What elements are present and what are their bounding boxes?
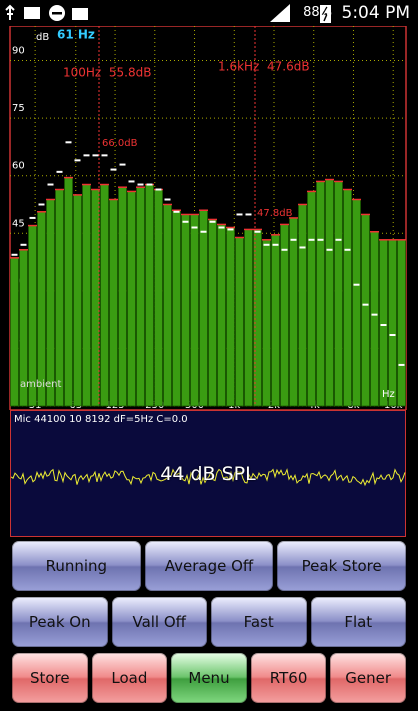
bar [298,204,307,407]
x-unit: Hz [382,389,395,400]
peaks [11,141,405,366]
bar [352,199,361,407]
button-row: Peak On Vall Off Fast Flat [12,597,406,647]
bar [271,234,280,407]
bar [370,231,379,407]
button-row: Running Average Off Peak Store [12,541,407,591]
waveform-panel: Mic 44100 10 8192 dF=5Hz C=0.0 44 dB SPL [10,410,406,537]
button[interactable]: Load [91,653,168,703]
button[interactable]: Store [12,653,88,703]
y-tick-label: 90 [12,46,25,57]
spectrum-chart: 015304560759031631252505001k2k4k8k16k dB… [9,26,407,410]
bar [343,189,352,407]
bar [46,199,55,407]
button[interactable]: Average Off [144,541,274,591]
button[interactable]: Menu [171,653,247,703]
bar [379,239,388,407]
marker-readout: 100Hz 55.8dB [63,66,151,80]
bar [127,191,136,407]
bar [91,189,100,407]
bar [307,191,316,407]
bar [64,177,73,407]
bars [10,176,406,407]
bar [316,181,325,407]
input-info: Mic 44100 10 8192 dF=5Hz C=0.0 [14,414,188,425]
waveform [11,468,406,487]
marker-readout: 1.6kHz 47.6dB [218,60,310,74]
bar [217,224,226,407]
spl-readout: 44 dB SPL [160,463,256,485]
status-bar: 88% 5:04 PM [0,0,418,26]
button[interactable]: Flat [310,597,406,647]
bar [334,181,343,407]
button[interactable]: Gener [330,653,406,703]
mode-label: ambient [20,379,61,390]
bar [226,227,235,407]
button-row: Store Load Menu RT60 Gener [12,653,406,703]
button[interactable]: Fast [211,597,307,647]
bar [118,186,127,407]
bar [145,184,154,407]
bar [82,184,91,407]
peak-label: 47.8dB [257,208,293,219]
bar [154,189,163,407]
bar [37,211,46,407]
bar [100,184,109,407]
bar [136,186,145,407]
button[interactable]: Peak Store [277,541,407,591]
y-tick-label: 60 [12,161,25,172]
y-tick-label: 45 [12,218,25,229]
bar [109,199,118,407]
battery-level: 88% [303,5,332,20]
bar [397,239,406,407]
button[interactable]: Running [12,541,141,591]
bar [388,239,397,407]
bar [199,209,208,407]
bar [235,237,244,407]
bar [361,214,370,407]
bar [289,217,298,407]
bar [163,204,172,407]
bar [55,189,64,407]
bar [280,224,289,407]
button[interactable]: RT60 [250,653,327,703]
y-unit: dB [36,32,49,43]
bar [190,214,199,407]
bar [208,219,217,407]
status-icons-right [270,4,331,23]
bar [73,194,82,407]
bar [181,214,190,407]
clock: 5:04 PM [341,3,411,23]
bar [262,239,271,407]
button[interactable]: Peak On [12,597,108,647]
bar [172,209,181,407]
bar [325,179,334,407]
waveform-trace [11,468,406,487]
peak-label: 66.0dB [102,138,138,149]
bar [244,229,253,407]
button[interactable]: Vall Off [111,597,207,647]
y-tick-label: 75 [12,103,25,114]
bar [10,257,19,407]
cursor-frequency: 61 Hz [57,28,95,42]
